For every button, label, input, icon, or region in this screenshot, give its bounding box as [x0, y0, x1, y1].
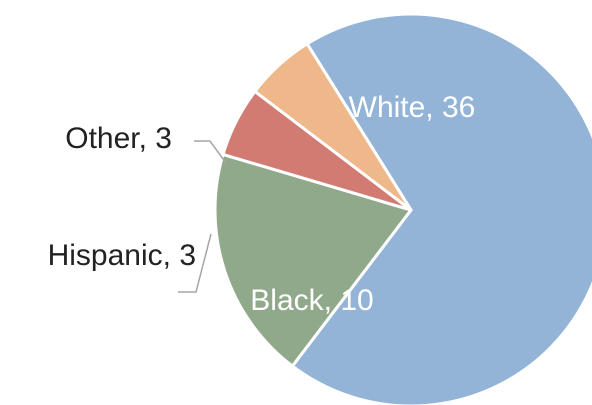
leader-line-hispanic [178, 233, 212, 293]
pie-slice-white [290, 12, 592, 405]
leader-lines [178, 140, 227, 293]
pie-slice-black [213, 152, 413, 368]
data-label-white: White, 36 [349, 91, 476, 124]
data-label-other: Other, 3 [65, 122, 172, 155]
data-label-hispanic: Hispanic, 3 [48, 239, 196, 272]
leader-line-other [194, 140, 227, 164]
data-label-black: Black, 10 [250, 284, 373, 317]
pie-slices [213, 12, 592, 405]
pie-slice-other [253, 42, 413, 212]
data-labels: White, 36 Black, 10 Hispanic, 3 Other, 3 [48, 91, 476, 317]
